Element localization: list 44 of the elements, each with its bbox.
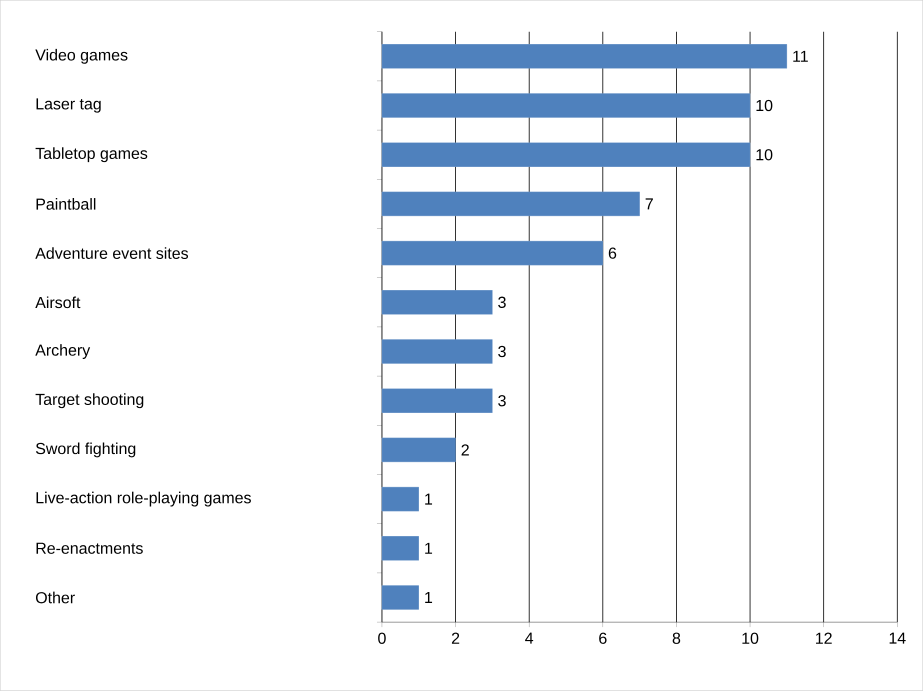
bar (382, 388, 493, 413)
bar (382, 438, 456, 462)
bar (382, 240, 604, 266)
y-tick-label: Target shooting (36, 393, 144, 408)
bar (382, 339, 493, 364)
bar (382, 44, 788, 69)
y-tick-label: Live-action role-playing games (36, 492, 251, 507)
y-tick-label: Re-enactments (36, 542, 143, 554)
data-label: 11 (793, 50, 808, 62)
y-tick-label: Adventure event sites (35, 247, 188, 260)
y-tick-label: Other (36, 592, 75, 604)
bar (382, 585, 419, 610)
data-label: 3 (498, 395, 506, 406)
x-tick-label: 8 (672, 632, 680, 644)
data-label: 2 (462, 444, 469, 456)
bar (382, 142, 750, 167)
bar (382, 93, 750, 118)
bar (382, 486, 419, 512)
y-tick-label: Tabletop games (36, 147, 148, 162)
x-tick-label: 10 (742, 632, 758, 644)
x-tick-label: 4 (525, 632, 534, 644)
x-tick-label: 12 (816, 632, 832, 644)
bar (382, 290, 493, 315)
data-label: 10 (756, 149, 772, 160)
data-label: 3 (498, 346, 506, 358)
y-tick-label: Archery (35, 344, 90, 360)
y-tick-label: Laser tag (36, 98, 101, 113)
x-tick-label: 2 (452, 632, 460, 644)
x-tick-label: 14 (890, 632, 906, 644)
data-label: 1 (425, 542, 432, 554)
data-label: 1 (425, 494, 432, 505)
data-label: 3 (498, 296, 506, 308)
y-tick-label: Video games (35, 48, 128, 64)
data-label: 6 (608, 248, 616, 259)
data-label: 1 (425, 592, 432, 604)
bar (382, 192, 640, 216)
data-label: 10 (756, 100, 772, 112)
x-tick-label: 6 (599, 632, 607, 644)
y-tick-label: Paintball (36, 198, 96, 210)
y-tick-label: Airsoft (35, 296, 80, 308)
data-label: 7 (646, 198, 653, 210)
x-tick-label: 0 (378, 632, 386, 644)
y-tick-label: Sword fighting (36, 442, 136, 458)
bar (382, 536, 419, 561)
